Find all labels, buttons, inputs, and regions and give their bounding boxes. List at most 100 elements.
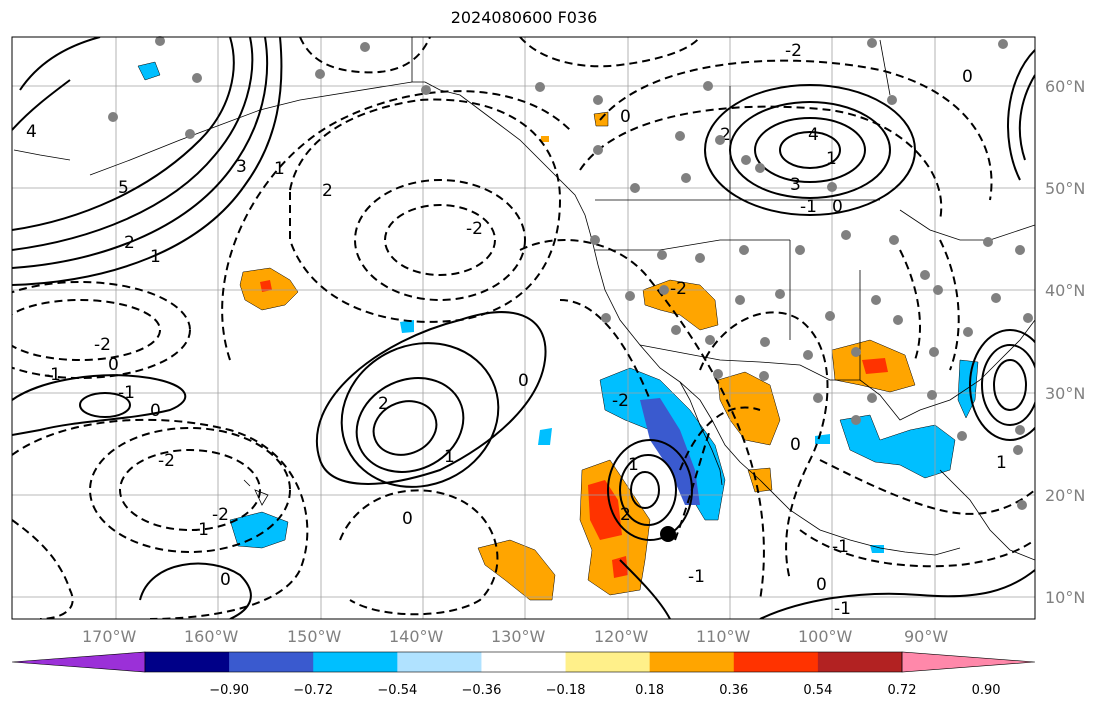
contours — [12, 37, 1035, 619]
contour-label: 0 — [620, 107, 631, 127]
colorbar-segment — [565, 652, 651, 672]
contour-label: 2 — [378, 394, 389, 414]
contour-label: 1 — [150, 247, 161, 267]
contour-label: 0 — [220, 570, 231, 590]
shade-red-1 — [260, 280, 272, 292]
storm-center-marker — [660, 526, 676, 542]
map-title: 2024080600 F036 — [450, 8, 598, 27]
contour-label: 2 — [124, 233, 135, 253]
contour-label: -1 — [118, 383, 135, 403]
contour-label: 1 — [274, 159, 285, 179]
colorbar-segment — [817, 652, 903, 672]
colorbar-tick-label: −0.72 — [293, 683, 334, 698]
shade-blue-4 — [839, 414, 956, 479]
contour-label: -1 — [832, 537, 849, 557]
contour-label: 1 — [628, 455, 639, 475]
contour-label: 0 — [108, 355, 119, 375]
contour-label: 1 — [996, 453, 1007, 473]
shade-orange-9 — [541, 136, 549, 142]
lon-label: 130°W — [491, 627, 546, 646]
colorbar-extend-low — [11, 651, 146, 673]
lon-label: 110°W — [696, 627, 751, 646]
contour-label: -2 — [785, 41, 802, 61]
lon-label: 140°W — [389, 627, 444, 646]
contour-label: -2 — [158, 451, 175, 471]
lat-label: 10°N — [1045, 588, 1086, 607]
colorbar-segment — [145, 652, 230, 672]
colorbar-segment — [733, 652, 819, 672]
shade-red-4 — [862, 358, 888, 374]
colorbar-segment — [229, 652, 314, 672]
shade-darkblue-1 — [640, 398, 700, 505]
contour-label: 0 — [150, 401, 161, 421]
contour-label: 0 — [402, 509, 413, 529]
lon-label: 100°W — [798, 627, 853, 646]
lat-label: 40°N — [1045, 281, 1086, 300]
contours-dashed — [12, 37, 1035, 619]
colorbar-frame — [144, 651, 903, 673]
contour-label: 2 — [322, 181, 333, 201]
contour-label: 2 — [620, 505, 631, 525]
colorbar-tick-label: 0.18 — [635, 683, 665, 698]
colorbar-tick-label: −0.90 — [209, 683, 250, 698]
contour-label: 0 — [518, 371, 529, 391]
contour-label: 0 — [790, 435, 801, 455]
contour-label: 4 — [808, 125, 819, 145]
contour-label: 1 — [444, 447, 455, 467]
lon-label: 90°W — [904, 627, 949, 646]
contour-label: -1 — [800, 197, 817, 217]
colorbar-segment — [397, 652, 482, 672]
coastlines — [13, 37, 1035, 561]
contour-label: -2 — [466, 219, 483, 239]
map-frame — [11, 36, 1036, 620]
shaded-fields — [137, 61, 979, 601]
lat-label: 50°N — [1045, 179, 1086, 198]
shade-blue-9 — [870, 545, 884, 553]
colorbar-tick-label: 0.72 — [887, 683, 917, 698]
lat-label: 20°N — [1045, 486, 1086, 505]
station-dots — [108, 36, 1033, 510]
colorbar-extend-high — [901, 651, 1036, 673]
colorbar-tick-label: 0.90 — [971, 683, 1001, 698]
colorbar-segment — [481, 652, 567, 672]
contour-label: -2 — [612, 391, 629, 411]
contour-label: 0 — [832, 197, 843, 217]
contour-label: 5 — [118, 178, 129, 198]
contour-label: 0 — [962, 67, 973, 87]
shade-blue-3 — [137, 61, 161, 81]
colorbar-tick-label: −0.54 — [377, 683, 418, 698]
contour-labels: 5 4 3 2 1 0 -1 -2 2 1 0 -1 -2 -2 -1 0 1 … — [26, 41, 1007, 619]
contour-label: -1 — [44, 365, 61, 385]
lon-label: 120°W — [594, 627, 649, 646]
shade-red-3 — [612, 556, 628, 578]
contour-label: -1 — [192, 520, 209, 540]
contour-label: -1 — [688, 567, 705, 587]
shade-orange-5 — [717, 371, 781, 446]
gridlines — [12, 37, 1035, 619]
lat-label: 60°N — [1045, 77, 1086, 96]
colorbar-segment — [649, 652, 735, 672]
lat-label: 30°N — [1045, 384, 1086, 403]
shade-blue-8 — [400, 320, 414, 333]
shade-blue-2 — [229, 511, 289, 549]
lon-label: 160°W — [184, 627, 239, 646]
colorbar-tick-label: 0.36 — [719, 683, 749, 698]
colorbar-tick-label: 0.54 — [803, 683, 833, 698]
contour-label: 2 — [720, 125, 731, 145]
contour-label: -2 — [212, 505, 229, 525]
shade-blue-7 — [538, 428, 552, 445]
contour-label: -2 — [670, 279, 687, 299]
contour-label: 1 — [826, 149, 837, 169]
contour-label: -2 — [94, 335, 111, 355]
colorbar-tick-label: −0.36 — [461, 683, 502, 698]
colorbar-segment — [313, 652, 398, 672]
contour-label: -1 — [834, 599, 851, 619]
map-background — [12, 37, 1035, 619]
contour-label: 0 — [816, 575, 827, 595]
colorbar-tick-label: −0.18 — [545, 683, 586, 698]
lon-label: 150°W — [287, 627, 342, 646]
colorbar — [11, 651, 1036, 673]
lon-label: 170°W — [82, 627, 137, 646]
contour-label: 3 — [236, 157, 247, 177]
